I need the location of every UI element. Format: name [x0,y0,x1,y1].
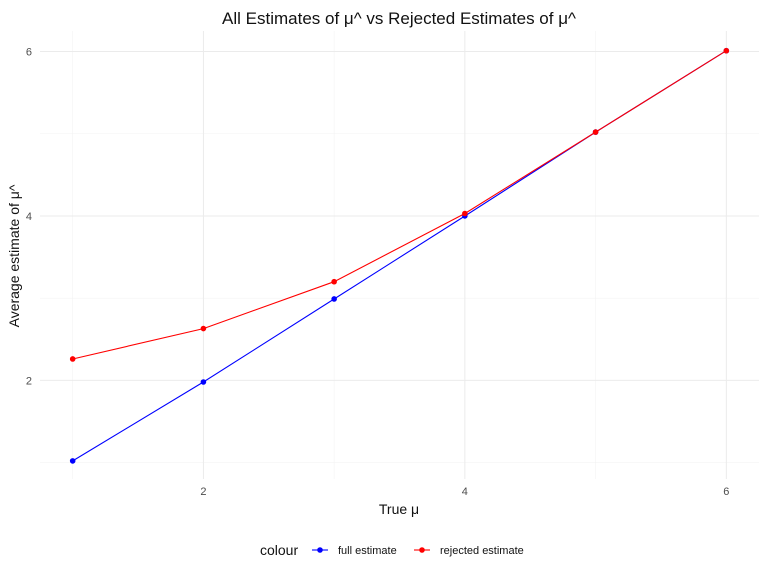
data-point-full-estimate [200,379,207,385]
data-point-full-estimate [331,296,337,302]
legend-label: rejected estimate [440,545,524,557]
x-axis-ticks: 2 4 6 [200,486,729,498]
data-point-rejected-estimate [69,356,76,362]
grid [40,31,759,479]
legend-title: colour [260,542,298,558]
x-tick-label: 6 [723,486,729,498]
y-tick-label: 4 [26,211,32,223]
x-axis-title: True μ [379,501,419,517]
x-tick-label: 4 [462,486,468,498]
y-tick-label: 2 [26,375,32,387]
data-point-rejected-estimate [592,129,599,135]
y-axis-title: Average estimate of μ^ [6,184,22,327]
legend-item-full-estimate: full estimate [312,545,397,557]
legend-items: full estimate rejected estimate [312,545,524,557]
legend-key-point [419,547,425,553]
y-tick-label: 6 [26,47,32,59]
data-point-rejected-estimate [200,325,207,332]
legend: colour full estimate rejected estimate [260,542,524,558]
data-point-rejected-estimate [462,210,468,217]
chart-title: All Estimates of μ^ vs Rejected Estimate… [222,9,576,28]
plot-series [69,47,730,464]
legend-label: full estimate [338,545,397,557]
y-axis-ticks: 2 4 6 [26,47,32,388]
series-line-rejected-estimate [72,50,727,360]
data-point-rejected-estimate [331,278,337,285]
data-point-full-estimate [69,458,76,464]
data-point-rejected-estimate [723,47,730,54]
x-tick-label: 2 [200,486,206,498]
legend-key-point [317,547,323,553]
legend-item-rejected-estimate: rejected estimate [414,545,524,557]
